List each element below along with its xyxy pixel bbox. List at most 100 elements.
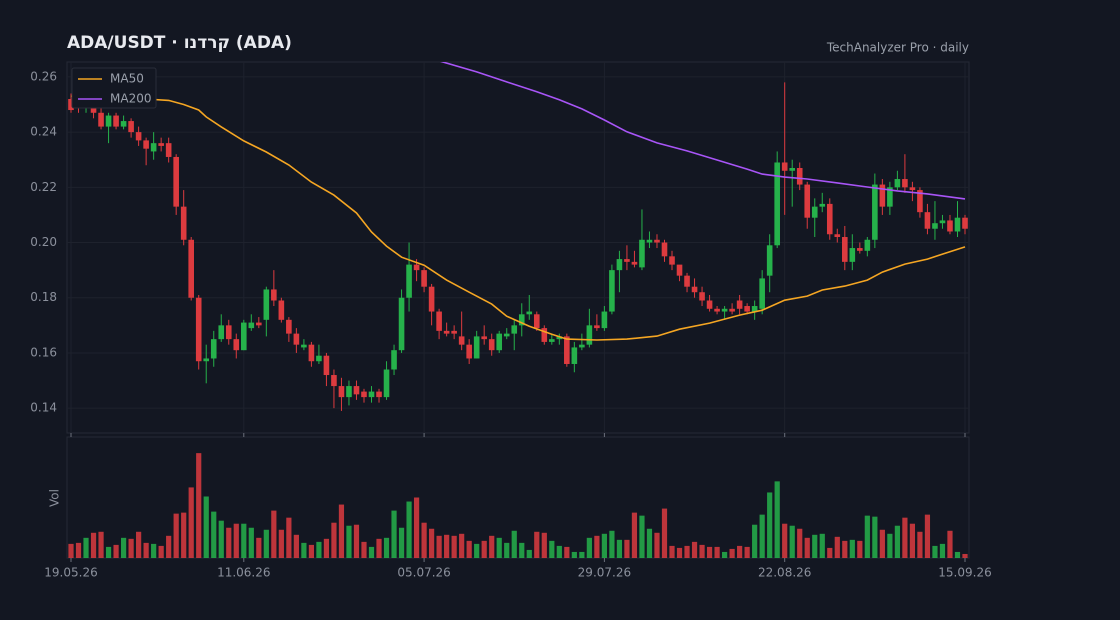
volume-bar: [301, 542, 307, 558]
volume-bar: [609, 530, 615, 558]
candle-body: [631, 261, 638, 265]
volume-bar: [105, 546, 112, 558]
candle-body: [811, 206, 818, 218]
volume-bar: [256, 537, 262, 558]
volume-bar: [624, 539, 630, 558]
candle-body: [466, 344, 472, 359]
candle-body: [278, 300, 285, 320]
volume-bar: [413, 497, 420, 558]
candle-body: [751, 306, 758, 312]
volume-bars: [68, 453, 968, 558]
candle-body: [331, 375, 337, 387]
candle-body: [676, 264, 683, 276]
volume-bar: [909, 523, 916, 558]
volume-bar: [962, 553, 968, 558]
volume-bar: [819, 533, 825, 558]
volume-bar: [549, 540, 555, 558]
candle-body: [503, 333, 510, 337]
candle-body: [894, 179, 901, 188]
candle-body: [924, 212, 931, 229]
candle-body: [706, 300, 713, 309]
candle-body: [857, 248, 863, 251]
volume-bar: [556, 545, 562, 558]
legend-label: MA50: [110, 72, 144, 86]
volume-bar: [594, 535, 600, 558]
volume-bar: [616, 539, 623, 558]
candle-body: [721, 308, 728, 312]
candle-body: [195, 297, 202, 362]
volume-bar: [564, 546, 570, 558]
volume-bar: [406, 501, 412, 558]
volume-bar: [714, 546, 720, 558]
volume-bar: [398, 527, 405, 558]
volume-bar: [248, 527, 254, 558]
volume-bar: [827, 547, 833, 558]
candle-body: [766, 245, 773, 276]
candle-body: [316, 355, 322, 362]
candle-body: [496, 333, 503, 351]
candle-body: [150, 143, 157, 152]
y-tick-label: 0.22: [30, 180, 57, 194]
volume-bar: [128, 538, 134, 558]
candle-body: [436, 311, 442, 331]
candle-body: [180, 206, 187, 240]
candle-body: [939, 220, 946, 224]
chart-title: ADA/USDT · קרדנו (ADA): [67, 33, 292, 53]
candle-body: [473, 336, 480, 359]
volume-bar: [849, 539, 855, 558]
chart-subtitle: TechAnalyzer Pro · daily: [826, 41, 969, 55]
candle-body: [158, 143, 164, 146]
candle-body: [601, 311, 608, 329]
ma-line: [70, 95, 966, 341]
y-tick-label: 0.18: [30, 290, 57, 304]
candle-body: [616, 259, 623, 271]
candle-body: [105, 115, 112, 127]
volume-bar: [519, 542, 525, 558]
x-tick-label: 29.07.26: [578, 566, 631, 580]
volume-bar: [752, 524, 758, 558]
candle-body: [571, 347, 578, 364]
candle-body: [729, 308, 735, 312]
candle-body: [323, 355, 330, 376]
candles: [68, 82, 968, 411]
volume-bar: [706, 546, 713, 558]
volume-bar: [947, 530, 953, 558]
volume-bar: [293, 534, 299, 558]
candle-body: [120, 121, 127, 127]
legend: MA50 MA200: [71, 67, 157, 109]
candle-body: [218, 325, 225, 340]
candle-body: [789, 168, 796, 171]
candle-body: [353, 386, 360, 395]
candle-body: [225, 325, 232, 340]
volume-bar: [699, 544, 705, 558]
volume-bar: [639, 515, 645, 558]
candle-body: [428, 286, 435, 312]
candle-body: [338, 386, 345, 398]
volume-bar: [120, 537, 127, 558]
volume-bar: [226, 527, 232, 558]
x-tick-label: 15.09.26: [938, 566, 991, 580]
y-tick-label: 0.26: [30, 69, 57, 83]
candle-body: [286, 319, 292, 334]
candle-body: [188, 239, 195, 298]
candle-body: [421, 270, 427, 287]
candle-body: [210, 339, 217, 359]
y-tick-label: 0.20: [30, 235, 57, 249]
volume-bar: [654, 532, 660, 558]
volume-bar: [879, 529, 885, 558]
volume-bar: [338, 504, 345, 558]
volume-bar: [113, 544, 119, 558]
candle-body: [932, 223, 938, 229]
volume-bar: [932, 545, 938, 558]
volume-bar: [767, 492, 773, 558]
volume-bar: [271, 510, 277, 558]
candle-body: [661, 242, 668, 257]
candle-body: [248, 322, 255, 329]
volume-bar: [444, 534, 450, 558]
candle-body: [346, 386, 352, 398]
candle-body: [744, 306, 750, 312]
volume-bar: [166, 535, 172, 558]
volume-bar: [676, 547, 683, 558]
volume-bar: [143, 542, 149, 558]
candle-body: [556, 336, 563, 340]
